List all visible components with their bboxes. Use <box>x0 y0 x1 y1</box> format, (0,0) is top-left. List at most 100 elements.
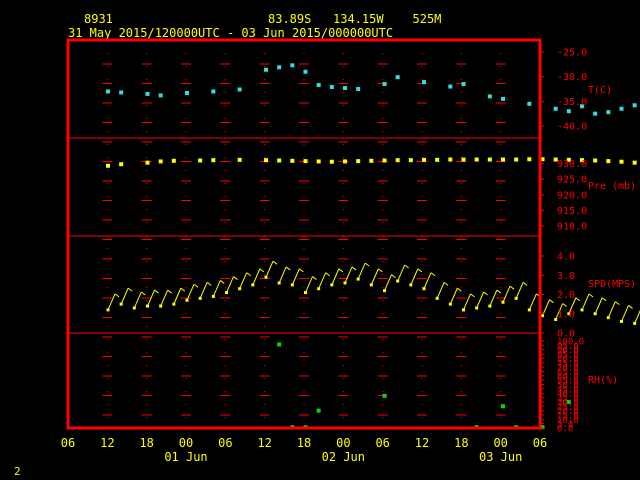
rh-y-tick-label: 45.0 <box>557 385 579 395</box>
wind-barb-base <box>119 302 123 306</box>
wind-barb-base <box>462 308 465 312</box>
wind-barb-base <box>356 277 360 281</box>
rh-y-tick-label: 90.0 <box>557 346 579 356</box>
temperature-y-tick-label: -35.0 <box>557 97 587 108</box>
pressure-point <box>277 158 282 163</box>
wind-barb-staff <box>357 262 366 280</box>
wind-barb-staff <box>199 282 208 299</box>
temperature-point <box>553 106 558 111</box>
wind-barb <box>238 272 251 291</box>
x-date-label: 02 Jun <box>322 450 365 464</box>
wind-barb-flag <box>285 266 291 271</box>
rh-y-tick-label: 15.0 <box>557 411 579 421</box>
wind-barb-staff <box>318 272 327 289</box>
wind-barb-base <box>488 304 492 308</box>
temperature-axis-title: T(C) <box>588 85 612 96</box>
wind-barb-base <box>475 306 479 310</box>
wind-barb-flag <box>522 281 528 286</box>
wind-barb-base <box>422 287 426 291</box>
pressure-y-tick-label: 930.0 <box>557 159 587 170</box>
wind-barb-base <box>620 319 623 323</box>
wind-barb-flag <box>127 287 133 292</box>
wind-barb-flag <box>246 272 251 277</box>
wind-barb <box>620 305 633 323</box>
wind-barb-base <box>172 302 176 306</box>
pressure-point <box>303 159 308 164</box>
wind-barb-base <box>343 281 347 285</box>
wind-barb-flag <box>562 303 567 307</box>
temperature-point <box>566 109 571 114</box>
wind-barb-base <box>185 298 189 302</box>
temperature-point <box>382 82 387 87</box>
pressure-point <box>619 159 624 164</box>
axis-labels: 06 12 18 00 06 12 18 00 06 12 18 00 06 01 Jun 02 Jun 03… <box>61 48 636 465</box>
wind-barb-staff <box>305 276 313 293</box>
wind-barb-flag <box>457 287 462 292</box>
temperature-point <box>580 104 584 109</box>
x-tick-label: 18 <box>139 436 153 450</box>
x-tick-label: 06 <box>218 436 232 450</box>
wind-barb-base <box>409 283 413 287</box>
x-tick-label: 12 <box>415 436 429 450</box>
rh-y-tick-label: 20.0 <box>557 407 579 417</box>
pressure-point <box>580 158 584 163</box>
wind-barb <box>159 289 172 308</box>
wind-barb-staff <box>370 268 379 286</box>
pressure-point <box>329 159 334 164</box>
wind-barb-staff <box>133 291 142 309</box>
pressure-point <box>540 157 545 162</box>
temperature-point <box>211 89 216 94</box>
pressure-point <box>474 157 479 162</box>
wind-barb <box>633 309 640 325</box>
rh-y-tick-label: 25.0 <box>557 403 579 413</box>
pressure-y-tick-label: 920.0 <box>557 190 587 201</box>
wind-barb-base <box>606 316 610 320</box>
pressure-point <box>422 157 426 162</box>
temperature-y-tick-label: -40.0 <box>557 122 587 133</box>
wind-barb-flag <box>615 301 620 306</box>
wind-barb-base <box>238 287 242 291</box>
wind-barb-staff <box>160 289 169 307</box>
station-id: 8931 <box>84 12 113 26</box>
temperature-point <box>527 101 532 106</box>
wind-barb-staff <box>239 272 248 289</box>
pressure-point <box>566 157 571 162</box>
wind-barb-base <box>304 291 307 295</box>
pressure-y-tick-label: 915.0 <box>557 206 587 217</box>
data-layer <box>106 63 640 430</box>
pressure-point <box>514 157 519 162</box>
rh-y-tick-label: 40.0 <box>557 390 579 400</box>
temperature-point <box>290 63 295 68</box>
wind-barb-staff <box>423 272 432 289</box>
wind-barb-flag <box>154 289 159 294</box>
wind-barb-staff <box>331 268 340 286</box>
wind-barb-staff <box>147 289 155 307</box>
wind-barb-staff <box>463 293 471 311</box>
wind-barb-staff <box>555 303 564 320</box>
wind-barb-flag <box>378 268 383 273</box>
rh-y-tick-label: 65.0 <box>557 368 579 378</box>
temperature-point <box>487 94 492 99</box>
wind-barb-flag <box>417 268 423 273</box>
wind-barb-staff <box>607 301 616 318</box>
wind-barb-flag <box>180 287 186 292</box>
wind-barb-base <box>514 296 518 300</box>
x-date-label: 01 Jun <box>164 450 207 464</box>
wind-barb <box>343 266 357 285</box>
wind-barb-base <box>396 279 400 283</box>
wind-barb-base <box>132 306 136 310</box>
wind-barb-staff <box>542 299 550 316</box>
wind-barb-flag <box>588 293 594 298</box>
pressure-axis-title: Pre (mb) <box>588 181 636 192</box>
rh-point <box>382 393 387 398</box>
x-date-label: 03 Jun <box>479 450 522 464</box>
wind-barb-flag <box>206 281 212 286</box>
wind-barb-base <box>225 291 228 295</box>
wind-barb-staff <box>410 268 419 286</box>
wind-barb-staff <box>515 282 524 299</box>
wind-barb-staff <box>344 266 353 284</box>
temperature-point <box>158 93 163 98</box>
wind-barb-flag <box>114 293 120 298</box>
wind-barb-flag <box>575 297 581 302</box>
